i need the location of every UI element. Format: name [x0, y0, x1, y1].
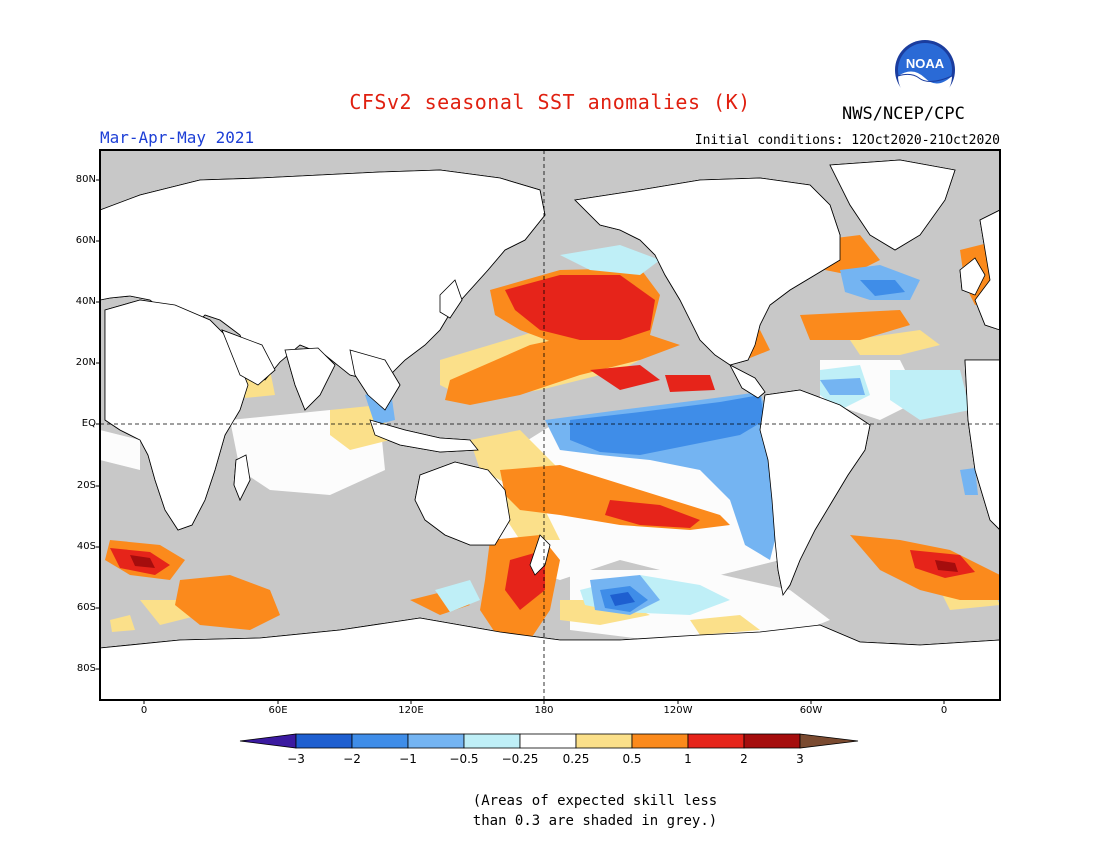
initial-conditions-label: Initial conditions: 12Oct2020-21Oct2020	[694, 133, 1000, 148]
colorbar-bin	[295, 733, 353, 749]
colorbar-bin	[519, 733, 577, 749]
lat-label: 80S	[76, 663, 96, 674]
colorbar-tick-label: −0.25	[501, 752, 539, 766]
lon-label: 0	[940, 705, 948, 716]
colorbar-min-arrow	[239, 733, 297, 749]
lat-label: 40S	[76, 541, 96, 552]
lon-label: 0	[140, 705, 148, 716]
noaa-logo-icon: NOAA	[895, 40, 955, 102]
agency-label: NWS/NCEP/CPC	[842, 104, 965, 124]
lat-label: 40N	[75, 296, 96, 307]
colorbar-tick-label: 0.5	[622, 752, 642, 766]
colorbar-bin	[463, 733, 521, 749]
season-label: Mar-Apr-May 2021	[100, 128, 255, 147]
colorbar-tick-label: 2	[740, 752, 748, 766]
colorbar-tick-label: 0.25	[562, 752, 590, 766]
colorbar-bin	[575, 733, 633, 749]
colorbar-bin	[351, 733, 409, 749]
lon-label: 180	[534, 705, 554, 716]
continents-overlay	[100, 159, 1000, 700]
colorbar-bin	[743, 733, 801, 749]
lon-label: 60E	[268, 705, 288, 716]
colorbar-tick-label: −1	[399, 752, 417, 766]
colorbar-tick-label: 1	[684, 752, 692, 766]
map-title: CFSv2 seasonal SST anomalies (K)	[349, 90, 751, 114]
lat-label: 60N	[75, 235, 96, 246]
colorbar	[239, 733, 859, 749]
lon-label: 60W	[799, 705, 823, 716]
noaa-logo-text: NOAA	[906, 56, 945, 71]
lat-label: 80N	[75, 174, 96, 185]
cold-anomaly-very-strong	[610, 592, 635, 606]
skill-footnote-line2: than 0.3 are shaded in grey.)	[472, 813, 718, 829]
colorbar-bin	[631, 733, 689, 749]
lat-label: 20N	[75, 357, 96, 368]
lat-label: 60S	[76, 602, 96, 613]
anomaly-layers	[100, 150, 1000, 700]
map-frame	[99, 149, 1001, 701]
skill-footnote-line1: (Areas of expected skill less	[472, 793, 718, 809]
colorbar-tick-label: −3	[287, 752, 305, 766]
colorbar-max-arrow	[799, 733, 859, 749]
lat-label: EQ	[81, 418, 96, 429]
warm-anomaly-strong	[110, 198, 975, 610]
axis-ticks	[96, 179, 945, 704]
colorbar-tick-label: −2	[343, 752, 361, 766]
lon-label: 120W	[663, 705, 693, 716]
colorbar-tick-label: 3	[796, 752, 804, 766]
lat-label: 20S	[76, 480, 96, 491]
colorbar-bin	[407, 733, 465, 749]
colorbar-bin	[687, 733, 745, 749]
lon-label: 120E	[398, 705, 424, 716]
colorbar-tick-label: −0.5	[449, 752, 479, 766]
